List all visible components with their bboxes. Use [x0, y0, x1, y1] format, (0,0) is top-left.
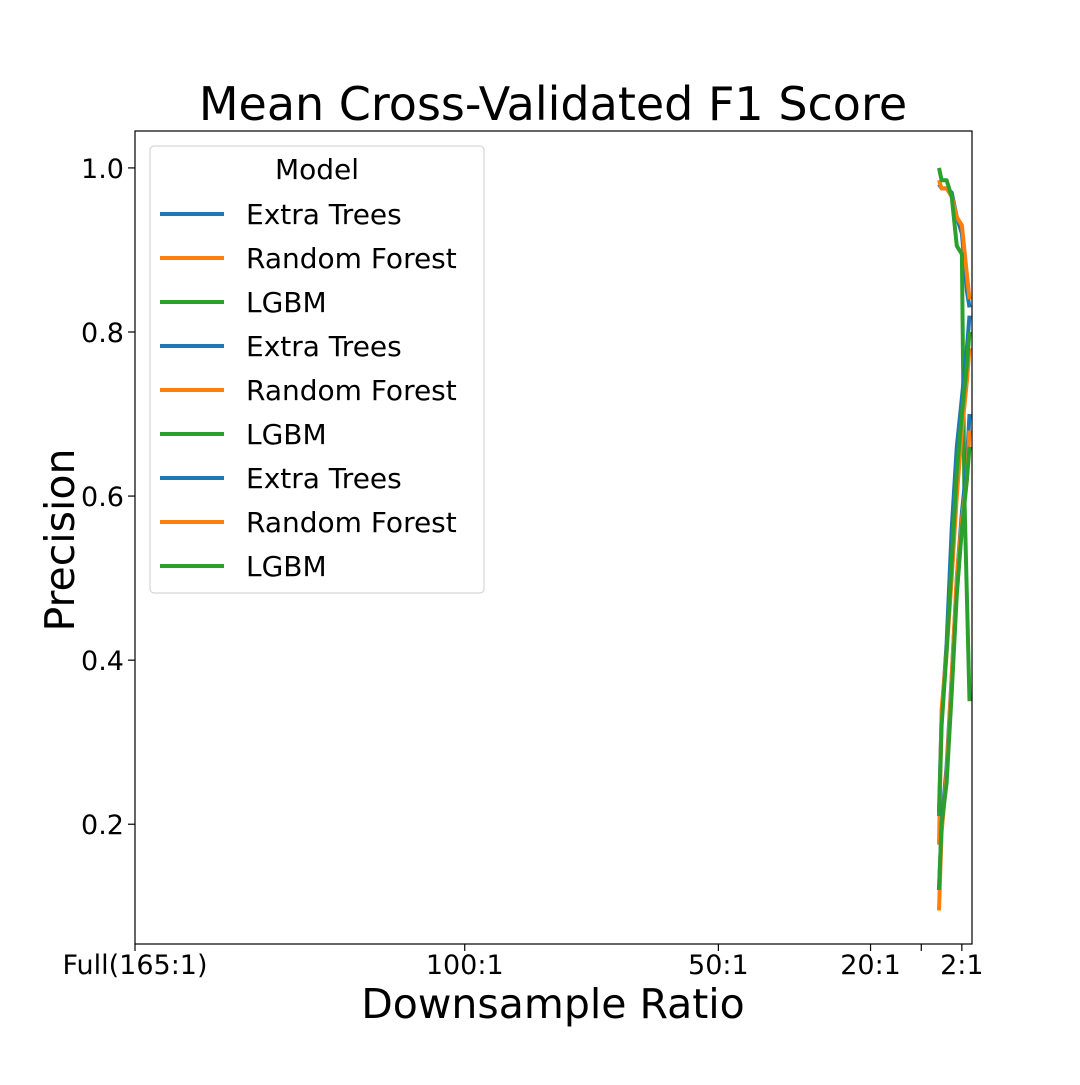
series-line-3 — [937, 167, 972, 702]
plot-frame — [134, 130, 973, 945]
series-line-9 — [937, 446, 972, 890]
legend-label: LGBM — [246, 550, 327, 583]
y-tick-label: 1.0 — [81, 154, 124, 185]
legend-label: Random Forest — [246, 374, 457, 407]
x-tick-label: Full(165:1) — [62, 950, 207, 981]
y-tick-label: 0.2 — [81, 810, 124, 841]
legend-label: Random Forest — [246, 242, 457, 275]
y-tick-label: 0.4 — [81, 646, 124, 677]
series-group — [937, 167, 972, 911]
y-axis-label: Precision — [36, 449, 84, 632]
y-tick-label: 0.8 — [81, 318, 124, 349]
x-axis: Full(165:1) 100:1 50:1 20:1 2:1 — [62, 944, 984, 981]
y-tick-label: 0.6 — [81, 482, 124, 513]
series-line-6 — [937, 331, 972, 817]
legend-label: LGBM — [246, 286, 327, 319]
x-tick-label: 50:1 — [688, 950, 749, 981]
legend-label: Extra Trees — [246, 462, 402, 495]
legend-label: Extra Trees — [246, 330, 402, 363]
legend-label: Extra Trees — [246, 198, 402, 231]
y-axis: 0.2 0.4 0.6 0.8 1.0 — [81, 154, 135, 841]
x-tick-label: 2:1 — [940, 950, 983, 981]
x-axis-label: Downsample Ratio — [361, 980, 745, 1028]
legend-label: LGBM — [246, 418, 327, 451]
legend-title: Model — [275, 153, 359, 186]
legend-label: Random Forest — [246, 506, 457, 539]
legend-entries: Extra Trees Random Forest LGBM Extra Trees R… — [160, 198, 457, 583]
x-tick-label: 100:1 — [426, 950, 504, 981]
legend-box — [149, 145, 485, 594]
x-tick-label: 20:1 — [840, 950, 901, 981]
chart-title: Mean Cross-Validated F1 Score — [199, 77, 907, 131]
